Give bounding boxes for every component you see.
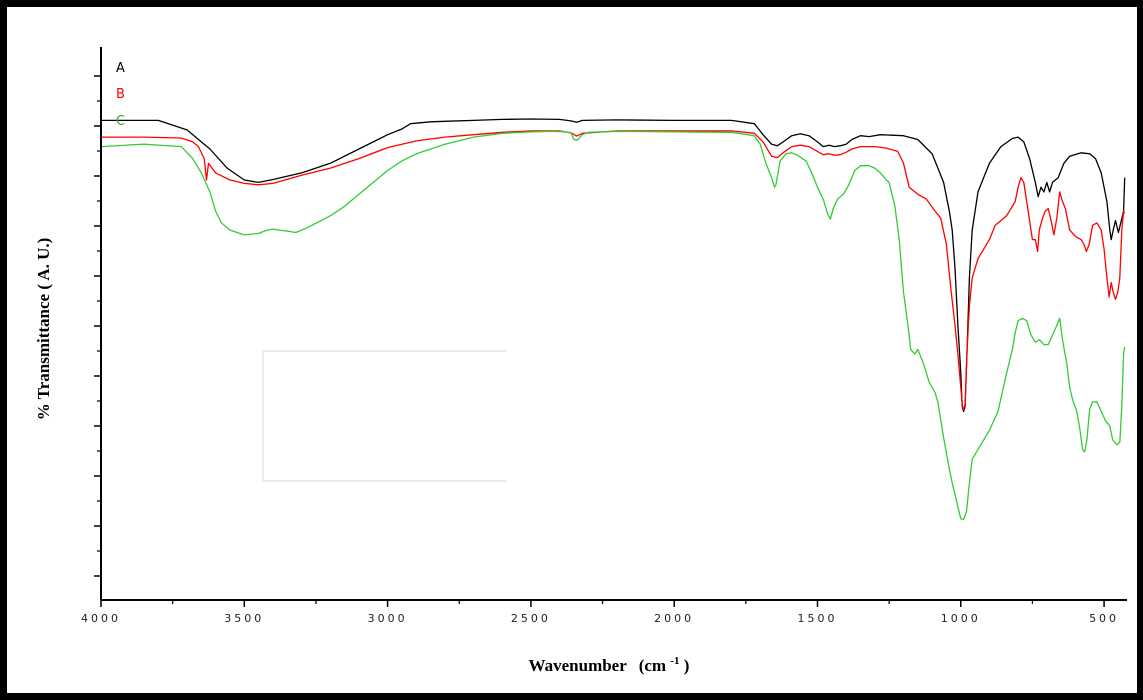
series-label-b: B [116,87,125,102]
series-label-c: C [116,114,125,129]
blank-inset-box [262,350,507,482]
x-axis-title: Wavenumber (cm -1 ) [529,649,690,675]
axes [100,47,1127,601]
x-tick-label: 1000 [941,612,981,625]
x-tick-label: 1500 [797,612,837,625]
series-layer [100,118,1126,521]
series-line-a [101,118,1126,413]
x-tick-label: 4000 [81,612,121,625]
series-line-b [101,130,1126,411]
x-tick-label: 2500 [511,612,551,625]
x-ticks: 4000 3500 3000 2500 2000 1500 1000 500 [81,600,1119,625]
y-ticks [94,75,101,577]
series-line-c [100,130,1126,521]
x-tick-label: 3500 [224,612,264,625]
legend: ABC [116,61,125,129]
y-axis-title: % Transmittance ( A. U.) [34,238,53,421]
ftir-chart: 4000 3500 3000 2500 2000 1500 1000 500 ABC Wave… [34,47,1127,675]
x-tick-label: 500 [1089,612,1119,625]
x-tick-label: 2000 [654,612,694,625]
x-tick-label: 3000 [368,612,408,625]
series-label-a: A [116,61,125,76]
